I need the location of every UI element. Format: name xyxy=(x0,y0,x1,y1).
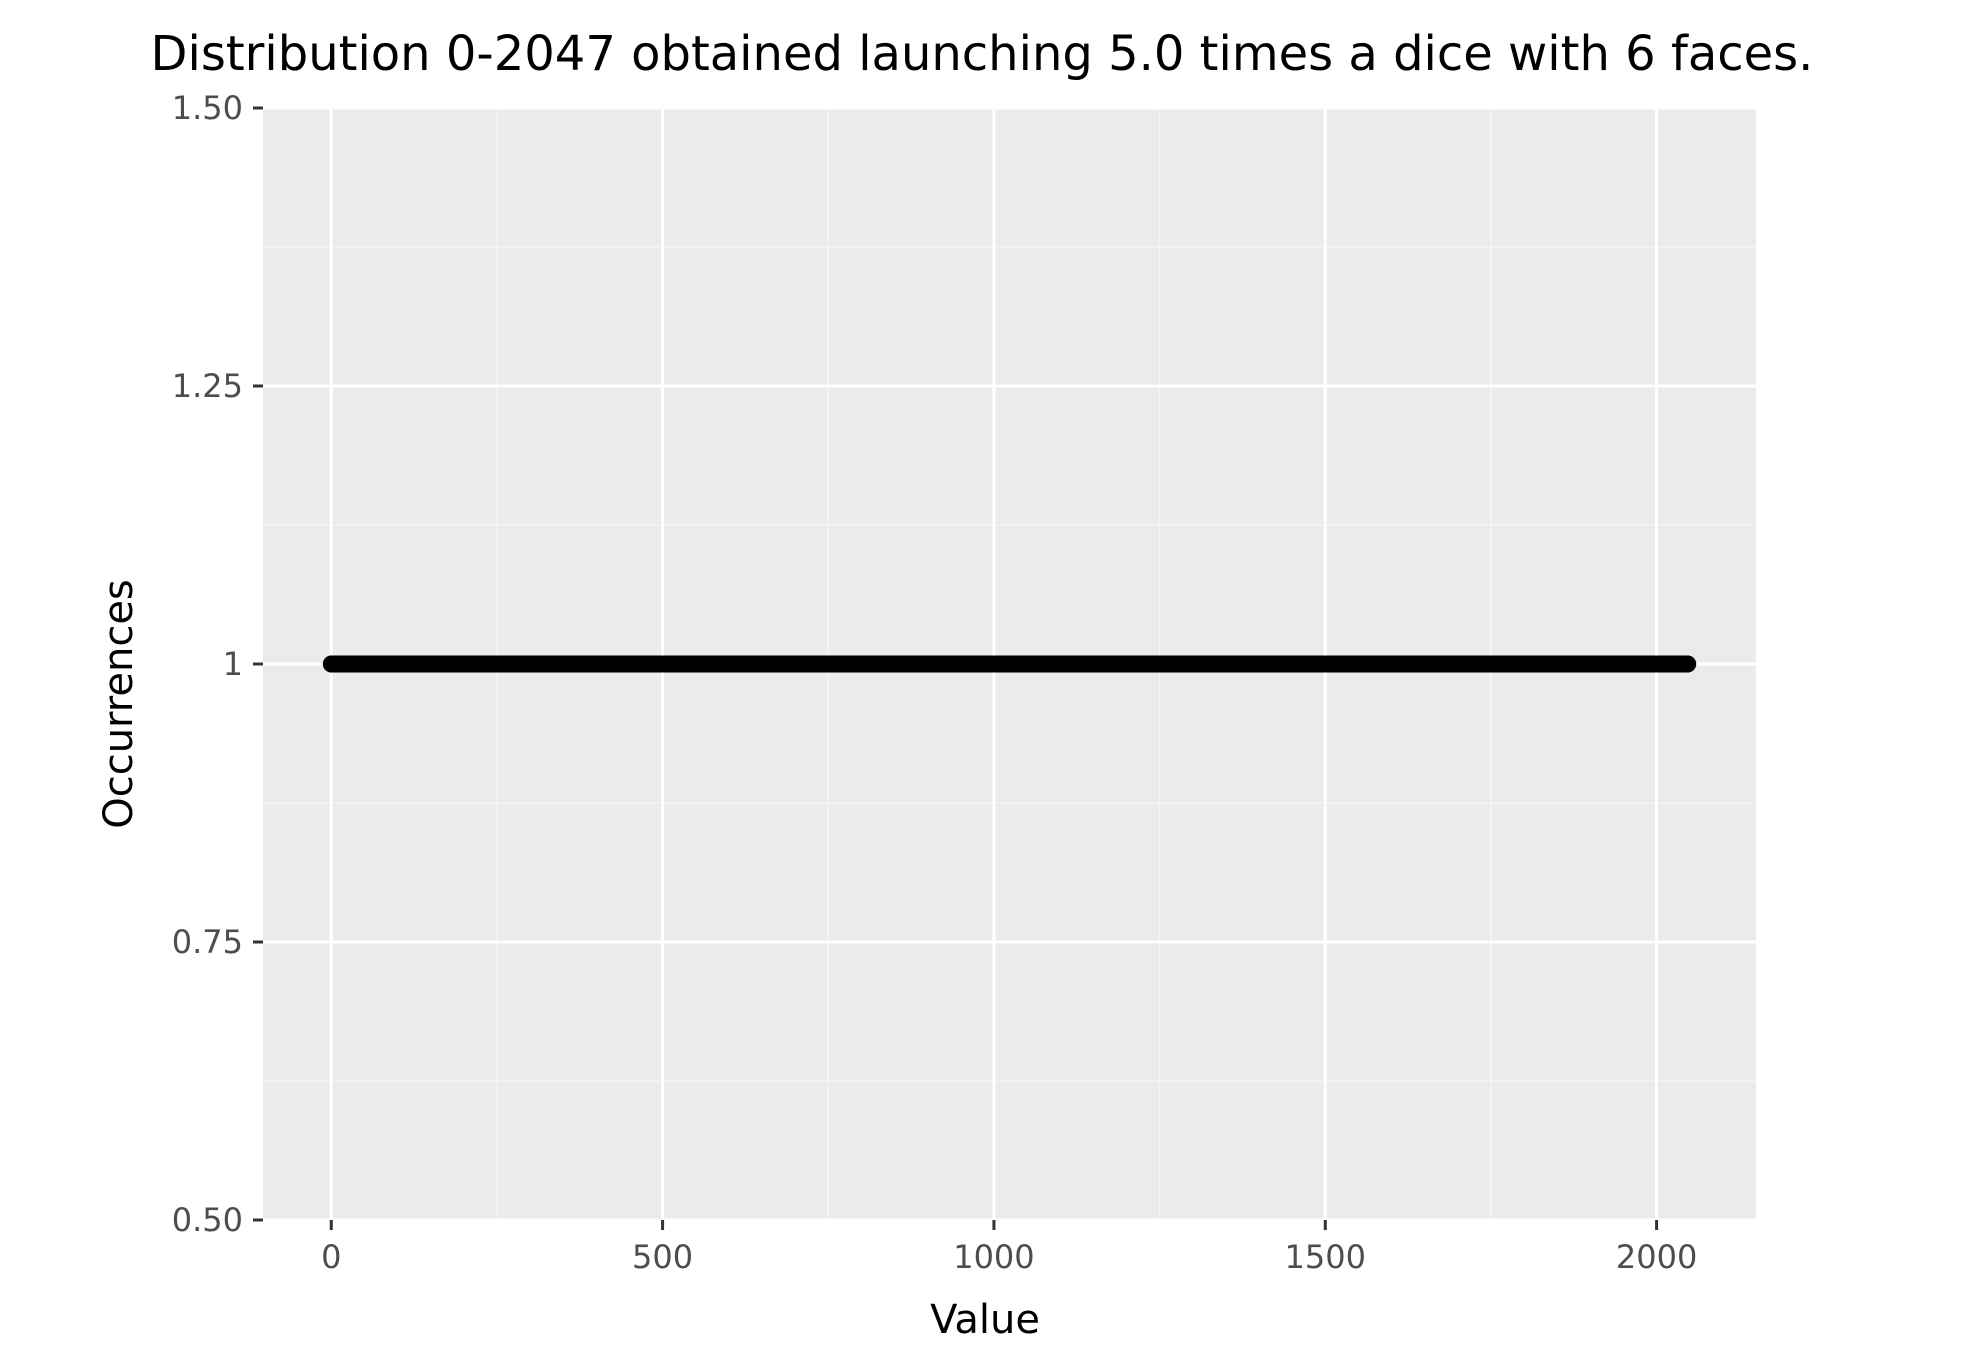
data-points xyxy=(322,655,1697,673)
y-axis-title: Occurrences xyxy=(96,579,142,829)
y-tick-label: 1.50 xyxy=(172,89,243,127)
x-tick-label: 2000 xyxy=(1616,1238,1697,1276)
x-axis: 0 500 1000 1500 2000 xyxy=(321,1220,1697,1276)
y-tick-label: 1 xyxy=(223,645,243,683)
y-tick-label: 1.25 xyxy=(172,367,243,405)
x-tick-label: 0 xyxy=(321,1238,341,1276)
y-tick-label: 0.75 xyxy=(172,923,243,961)
data-point xyxy=(1679,655,1697,673)
x-tick-label: 1000 xyxy=(953,1238,1034,1276)
y-tick-label: 0.50 xyxy=(172,1201,243,1239)
x-tick-label: 1500 xyxy=(1285,1238,1366,1276)
x-tick-label: 500 xyxy=(632,1238,693,1276)
y-axis: 0.50 0.75 1 1.25 1.50 xyxy=(172,89,263,1239)
x-axis-title: Value xyxy=(930,1297,1040,1343)
chart-title: Distribution 0-2047 obtained launching 5… xyxy=(151,26,1814,82)
